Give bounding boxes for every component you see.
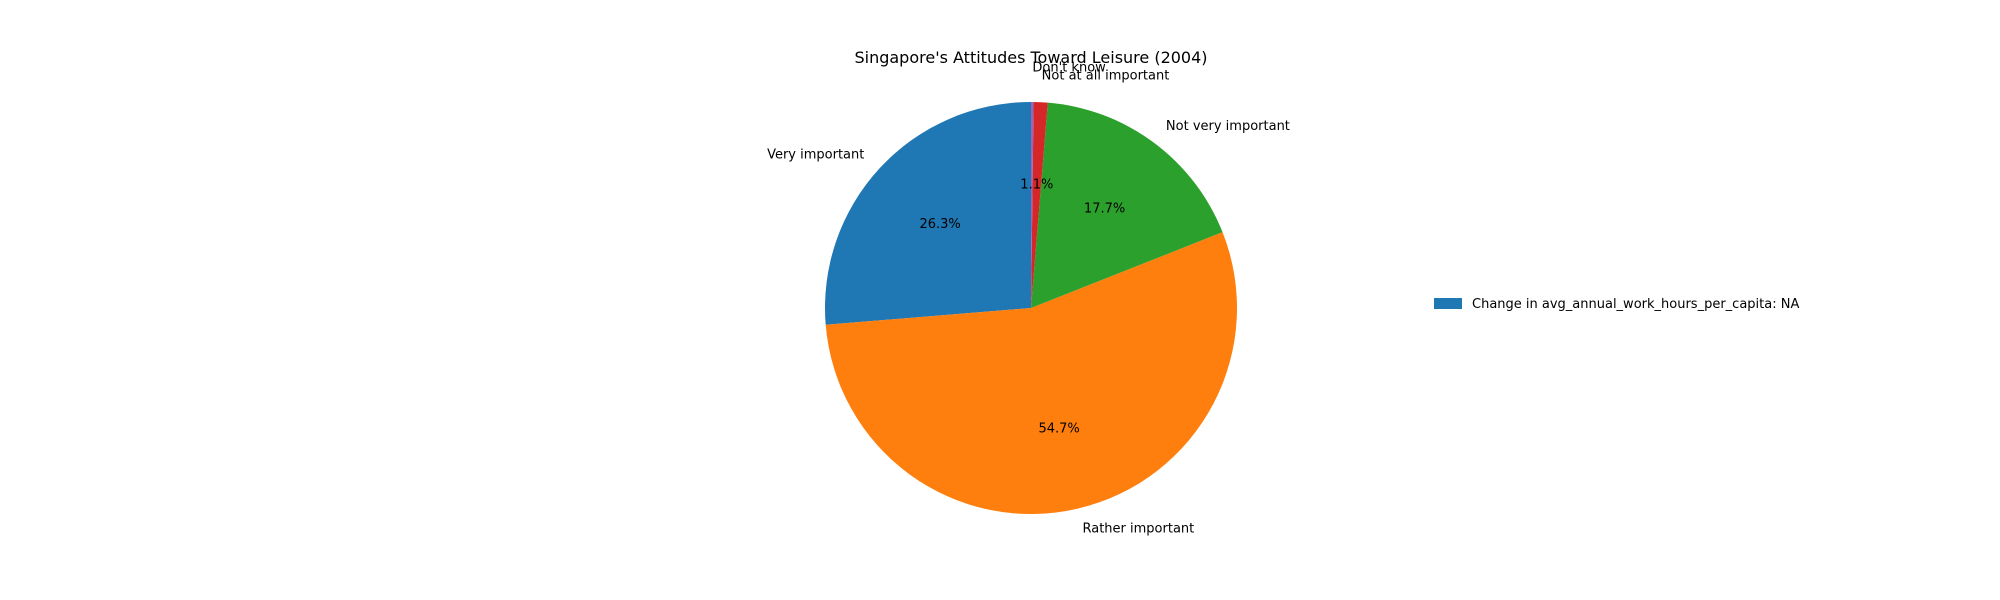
pie-slice-not-very-important	[1031, 102, 1223, 308]
slice-label: Don't know	[1032, 60, 1106, 75]
percent-labels: 26.3% 54.7% 17.7% 1.1%	[919, 178, 1125, 437]
slice-percent-label: 26.3%	[919, 217, 960, 232]
slice-percent-label: 17.7%	[1084, 202, 1125, 217]
pie-slice-don-t-know	[1031, 102, 1034, 308]
slice-label: Rather important	[1083, 522, 1195, 537]
slice-label: Not very important	[1166, 119, 1290, 134]
legend-entry-label: Change in avg_annual_work_hours_per_capi…	[1472, 297, 1799, 312]
pie-slice-very-important	[825, 102, 1031, 325]
pie-slice-rather-important	[825, 232, 1238, 515]
slice-percent-label: 1.1%	[1020, 178, 1053, 193]
legend: Change in avg_annual_work_hours_per_capi…	[1434, 297, 1799, 312]
pie-slices	[825, 102, 1238, 515]
slice-labels: Very important Rather important Not very i…	[767, 60, 1290, 536]
chart-title: Singapore's Attitudes Toward Leisure (20…	[854, 48, 1207, 67]
slice-label: Very important	[767, 147, 864, 162]
slice-label: Not at all important	[1042, 69, 1170, 84]
legend-swatch	[1434, 298, 1462, 309]
slice-percent-label: 54.7%	[1038, 421, 1079, 436]
pie-slice-not-at-all-important	[1031, 102, 1048, 308]
